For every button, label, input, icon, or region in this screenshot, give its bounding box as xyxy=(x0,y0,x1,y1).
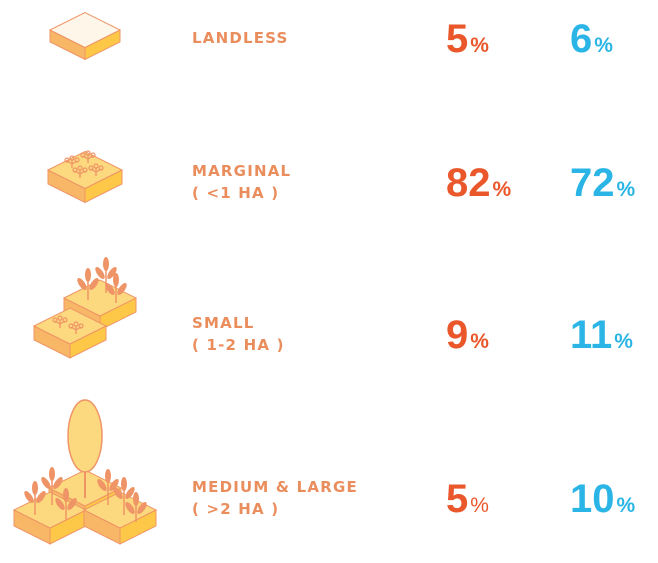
row-label: ( <1 HA ) xyxy=(192,184,279,202)
share-value: 11% xyxy=(570,313,633,357)
percent-sign: % xyxy=(617,178,636,201)
icons xyxy=(14,13,156,545)
leaf xyxy=(105,469,111,483)
leaf xyxy=(32,481,38,495)
share-value: 82% xyxy=(446,161,512,205)
share-value: 5% xyxy=(446,477,489,521)
row-label: MEDIUM & LARGE xyxy=(192,478,358,496)
row-label: MARGINAL xyxy=(192,162,291,180)
share-number: 82 xyxy=(446,161,491,205)
leaf xyxy=(103,257,109,271)
leaf xyxy=(133,492,139,506)
share-number: 9 xyxy=(446,313,468,357)
infographic: LANDLESS5%6%MARGINAL( <1 HA )82%72%SMALL… xyxy=(0,0,658,563)
share-number: 5 xyxy=(446,17,468,61)
row-label: ( >2 HA ) xyxy=(192,500,279,518)
percent-sign: % xyxy=(470,330,489,353)
percent-sign: % xyxy=(614,330,633,353)
leaf xyxy=(121,477,127,491)
share-value: 10% xyxy=(570,477,636,521)
share-number: 10 xyxy=(570,477,615,521)
row-label: LANDLESS xyxy=(192,29,289,47)
share-value: 72% xyxy=(570,161,636,205)
tree-crown xyxy=(68,400,102,472)
leaf xyxy=(49,467,55,481)
leaf xyxy=(85,268,91,282)
percent-sign: % xyxy=(470,494,489,517)
percent-sign: % xyxy=(617,494,636,517)
share-number: 11 xyxy=(570,313,612,357)
share-value: 5% xyxy=(446,17,489,61)
share-number: 72 xyxy=(570,161,615,205)
leaf xyxy=(113,273,119,287)
percent-sign: % xyxy=(594,34,613,57)
share-value: 9% xyxy=(446,313,489,357)
share-number: 5 xyxy=(446,477,468,521)
leaf xyxy=(63,488,69,502)
row-label: SMALL xyxy=(192,314,254,332)
share-value: 6% xyxy=(570,17,613,61)
row-label: ( 1-2 HA ) xyxy=(192,336,285,354)
percent-sign: % xyxy=(493,178,512,201)
percent-sign: % xyxy=(470,34,489,57)
share-number: 6 xyxy=(570,17,592,61)
